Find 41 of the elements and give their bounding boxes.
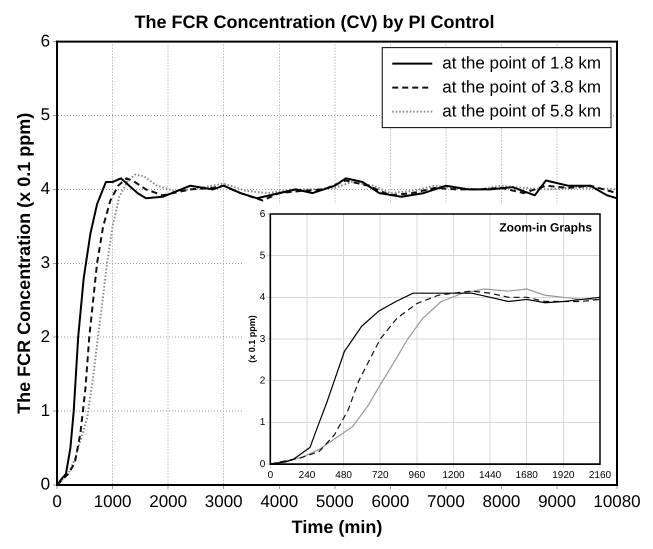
legend-label: at the point of 5.8 km xyxy=(442,101,602,120)
y-tick-label: 3 xyxy=(260,334,266,345)
y-tick-label: 2 xyxy=(260,375,266,386)
y-tick-label: 5 xyxy=(40,105,50,124)
x-axis-title: Time (min) xyxy=(292,517,382,538)
legend-label: at the point of 1.8 km xyxy=(442,53,602,72)
x-tick-label: 5000 xyxy=(316,492,354,511)
x-tick-label: 1680 xyxy=(516,470,538,481)
chart-title: The FCR Concentration (CV) by PI Control xyxy=(134,12,494,32)
y-tick-label: 1 xyxy=(40,400,50,420)
y-tick-label: 3 xyxy=(40,252,50,272)
y-tick-label: 4 xyxy=(260,292,266,304)
x-tick-label: 1920 xyxy=(552,470,575,481)
x-tick-label: 7000 xyxy=(426,492,465,511)
y-tick-label: 1 xyxy=(260,417,266,428)
y-axis-title: (x 0.1 ppm) xyxy=(246,315,257,363)
x-tick-label: 1200 xyxy=(442,470,466,481)
y-tick-label: 6 xyxy=(260,208,266,220)
x-tick-label: 240 xyxy=(298,470,316,481)
x-tick-label: 1000 xyxy=(94,492,132,511)
y-tick-label: 5 xyxy=(260,250,266,262)
x-tick-label: 480 xyxy=(335,470,352,481)
legend-label: at the point of 3.8 km xyxy=(442,77,602,96)
text: Zoom-in Graphs xyxy=(499,220,592,234)
x-tick-label: 8000 xyxy=(482,492,520,511)
x-tick-label: 6000 xyxy=(371,492,410,511)
y-tick-label: 6 xyxy=(40,31,50,50)
x-tick-label: 10080 xyxy=(593,492,641,511)
y-tick-label: 2 xyxy=(40,326,50,346)
x-tick-label: 720 xyxy=(372,470,390,481)
x-tick-label: 9000 xyxy=(538,492,576,511)
y-tick-label: 0 xyxy=(260,458,266,470)
x-tick-label: 4000 xyxy=(260,492,298,511)
x-tick-label: 0 xyxy=(268,470,274,481)
x-tick-label: 2000 xyxy=(149,492,188,511)
x-tick-label: 960 xyxy=(408,470,426,481)
x-tick-label: 3000 xyxy=(204,492,243,511)
y-tick-label: 4 xyxy=(40,179,50,198)
x-tick-label: 1440 xyxy=(478,470,502,481)
x-tick-label: 2160 xyxy=(588,470,612,481)
y-axis-title: The FCR Concentration (x 0.1 ppm) xyxy=(14,112,34,414)
